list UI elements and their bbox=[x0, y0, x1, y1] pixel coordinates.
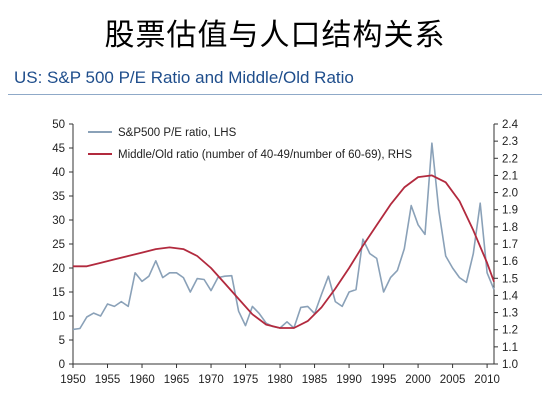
left-tick-label: 45 bbox=[52, 143, 65, 155]
series-middle-old-ratio bbox=[72, 174, 495, 329]
x-tick-label: 1985 bbox=[302, 374, 328, 386]
x-tick-label: 1970 bbox=[198, 374, 224, 386]
right-tick-label: 2.0 bbox=[502, 188, 518, 200]
legend-label: Middle/Old ratio (number of 40-49/number… bbox=[118, 149, 412, 161]
right-tick-label: 1.0 bbox=[502, 359, 518, 371]
x-tick-label: 2000 bbox=[405, 374, 431, 386]
x-tick-label: 1965 bbox=[164, 374, 190, 386]
x-tick-label: 1955 bbox=[95, 374, 121, 386]
series-layer bbox=[72, 142, 495, 331]
left-tick-label: 20 bbox=[52, 263, 65, 275]
right-tick-label: 1.8 bbox=[502, 222, 518, 234]
left-tick-label: 35 bbox=[52, 191, 65, 203]
right-tick-label: 2.2 bbox=[502, 153, 518, 165]
left-axis-ticks: 0 5 10 15 20 25 30 35 40 45 50 bbox=[52, 119, 73, 371]
x-axis-ticks: 1950 1955 1960 1965 1970 1975 1980 1985 1990 1995… bbox=[60, 364, 500, 386]
left-tick-label: 0 bbox=[59, 359, 65, 371]
chart-legend: S&P500 P/E ratio, LHS Middle/Old ratio (n… bbox=[88, 127, 412, 161]
x-tick-label: 1950 bbox=[60, 374, 86, 386]
right-tick-label: 2.1 bbox=[502, 170, 518, 182]
right-tick-label: 1.1 bbox=[502, 342, 518, 354]
left-tick-label: 5 bbox=[59, 335, 65, 347]
left-tick-label: 30 bbox=[52, 215, 65, 227]
series-line bbox=[73, 174, 495, 329]
x-tick-label: 1995 bbox=[371, 374, 397, 386]
right-tick-label: 1.9 bbox=[502, 205, 518, 217]
page-title: 股票估值与人口结构关系 bbox=[104, 18, 446, 53]
left-tick-label: 15 bbox=[52, 287, 65, 299]
x-tick-label: 1975 bbox=[233, 374, 259, 386]
x-tick-label: 2005 bbox=[440, 374, 466, 386]
right-tick-label: 1.4 bbox=[502, 290, 519, 302]
left-tick-label: 25 bbox=[52, 239, 65, 251]
legend-label: S&P500 P/E ratio, LHS bbox=[118, 127, 237, 139]
right-tick-label: 1.2 bbox=[502, 325, 518, 337]
x-tick-label: 1960 bbox=[129, 374, 155, 386]
right-axis-ticks: 1.0 1.1 1.2 1.3 1.4 1.5 1.6 1.7 1.8 1.9 2.0 2.1 2.2 2… bbox=[494, 119, 519, 371]
x-tick-label: 1990 bbox=[336, 374, 362, 386]
right-tick-label: 2.4 bbox=[502, 119, 519, 131]
right-tick-label: 2.3 bbox=[502, 136, 518, 148]
chart-title: US: S&P 500 P/E Ratio and Middle/Old Rat… bbox=[14, 68, 354, 87]
right-tick-label: 1.6 bbox=[502, 256, 518, 268]
series-line bbox=[72, 142, 495, 331]
left-tick-label: 10 bbox=[52, 311, 65, 323]
left-tick-label: 50 bbox=[52, 119, 65, 131]
x-tick-label: 2010 bbox=[474, 374, 500, 386]
title-divider bbox=[8, 94, 542, 95]
right-tick-label: 1.7 bbox=[502, 239, 518, 251]
left-tick-label: 40 bbox=[52, 167, 65, 179]
right-tick-label: 1.3 bbox=[502, 308, 518, 320]
right-tick-label: 1.5 bbox=[502, 273, 518, 285]
x-tick-label: 1980 bbox=[267, 374, 293, 386]
series-pe-ratio bbox=[72, 142, 495, 331]
